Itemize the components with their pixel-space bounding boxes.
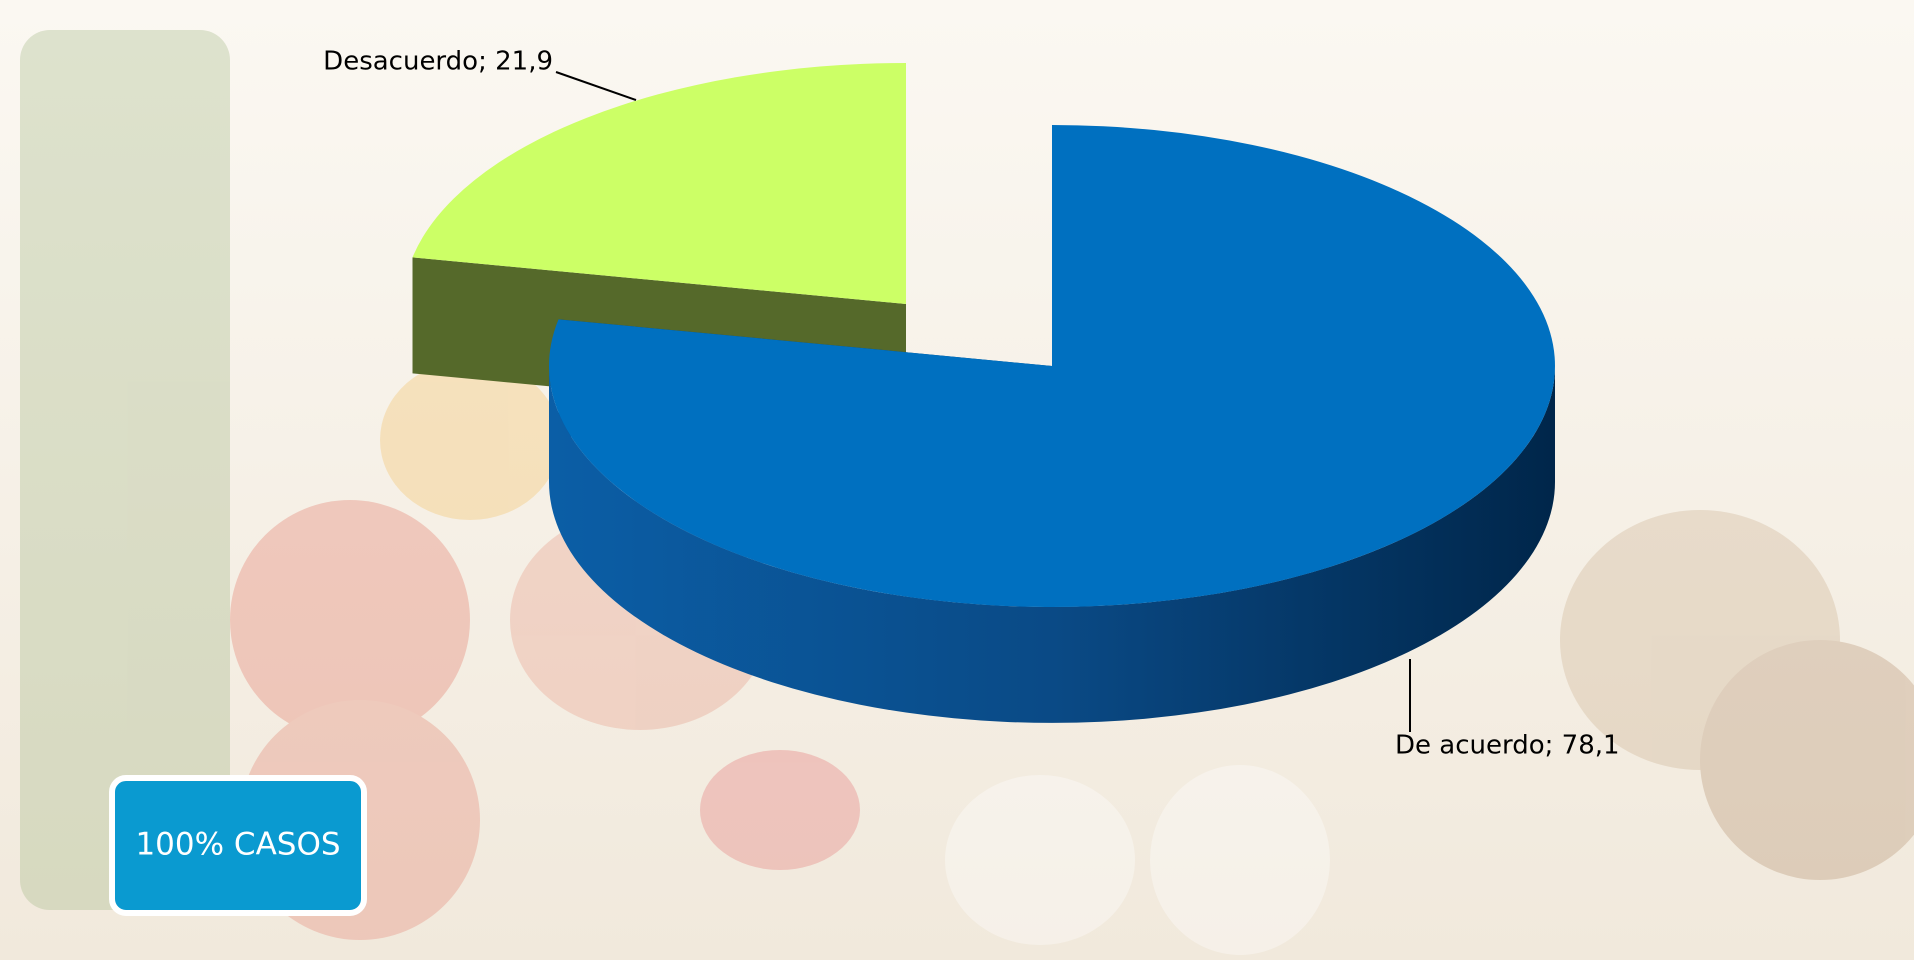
data-label: De acuerdo; 78,1 bbox=[1395, 731, 1620, 761]
data-label: Desacuerdo; 21,9 bbox=[323, 47, 553, 77]
page: 100% CASOS De acuerdo; 78,1 Desacuerdo; 2… bbox=[0, 0, 1914, 960]
annotation: 100% CASOS bbox=[135, 827, 340, 863]
chart: 100% CASOS De acuerdo; 78,1 Desacuerdo; 2… bbox=[0, 0, 1914, 960]
